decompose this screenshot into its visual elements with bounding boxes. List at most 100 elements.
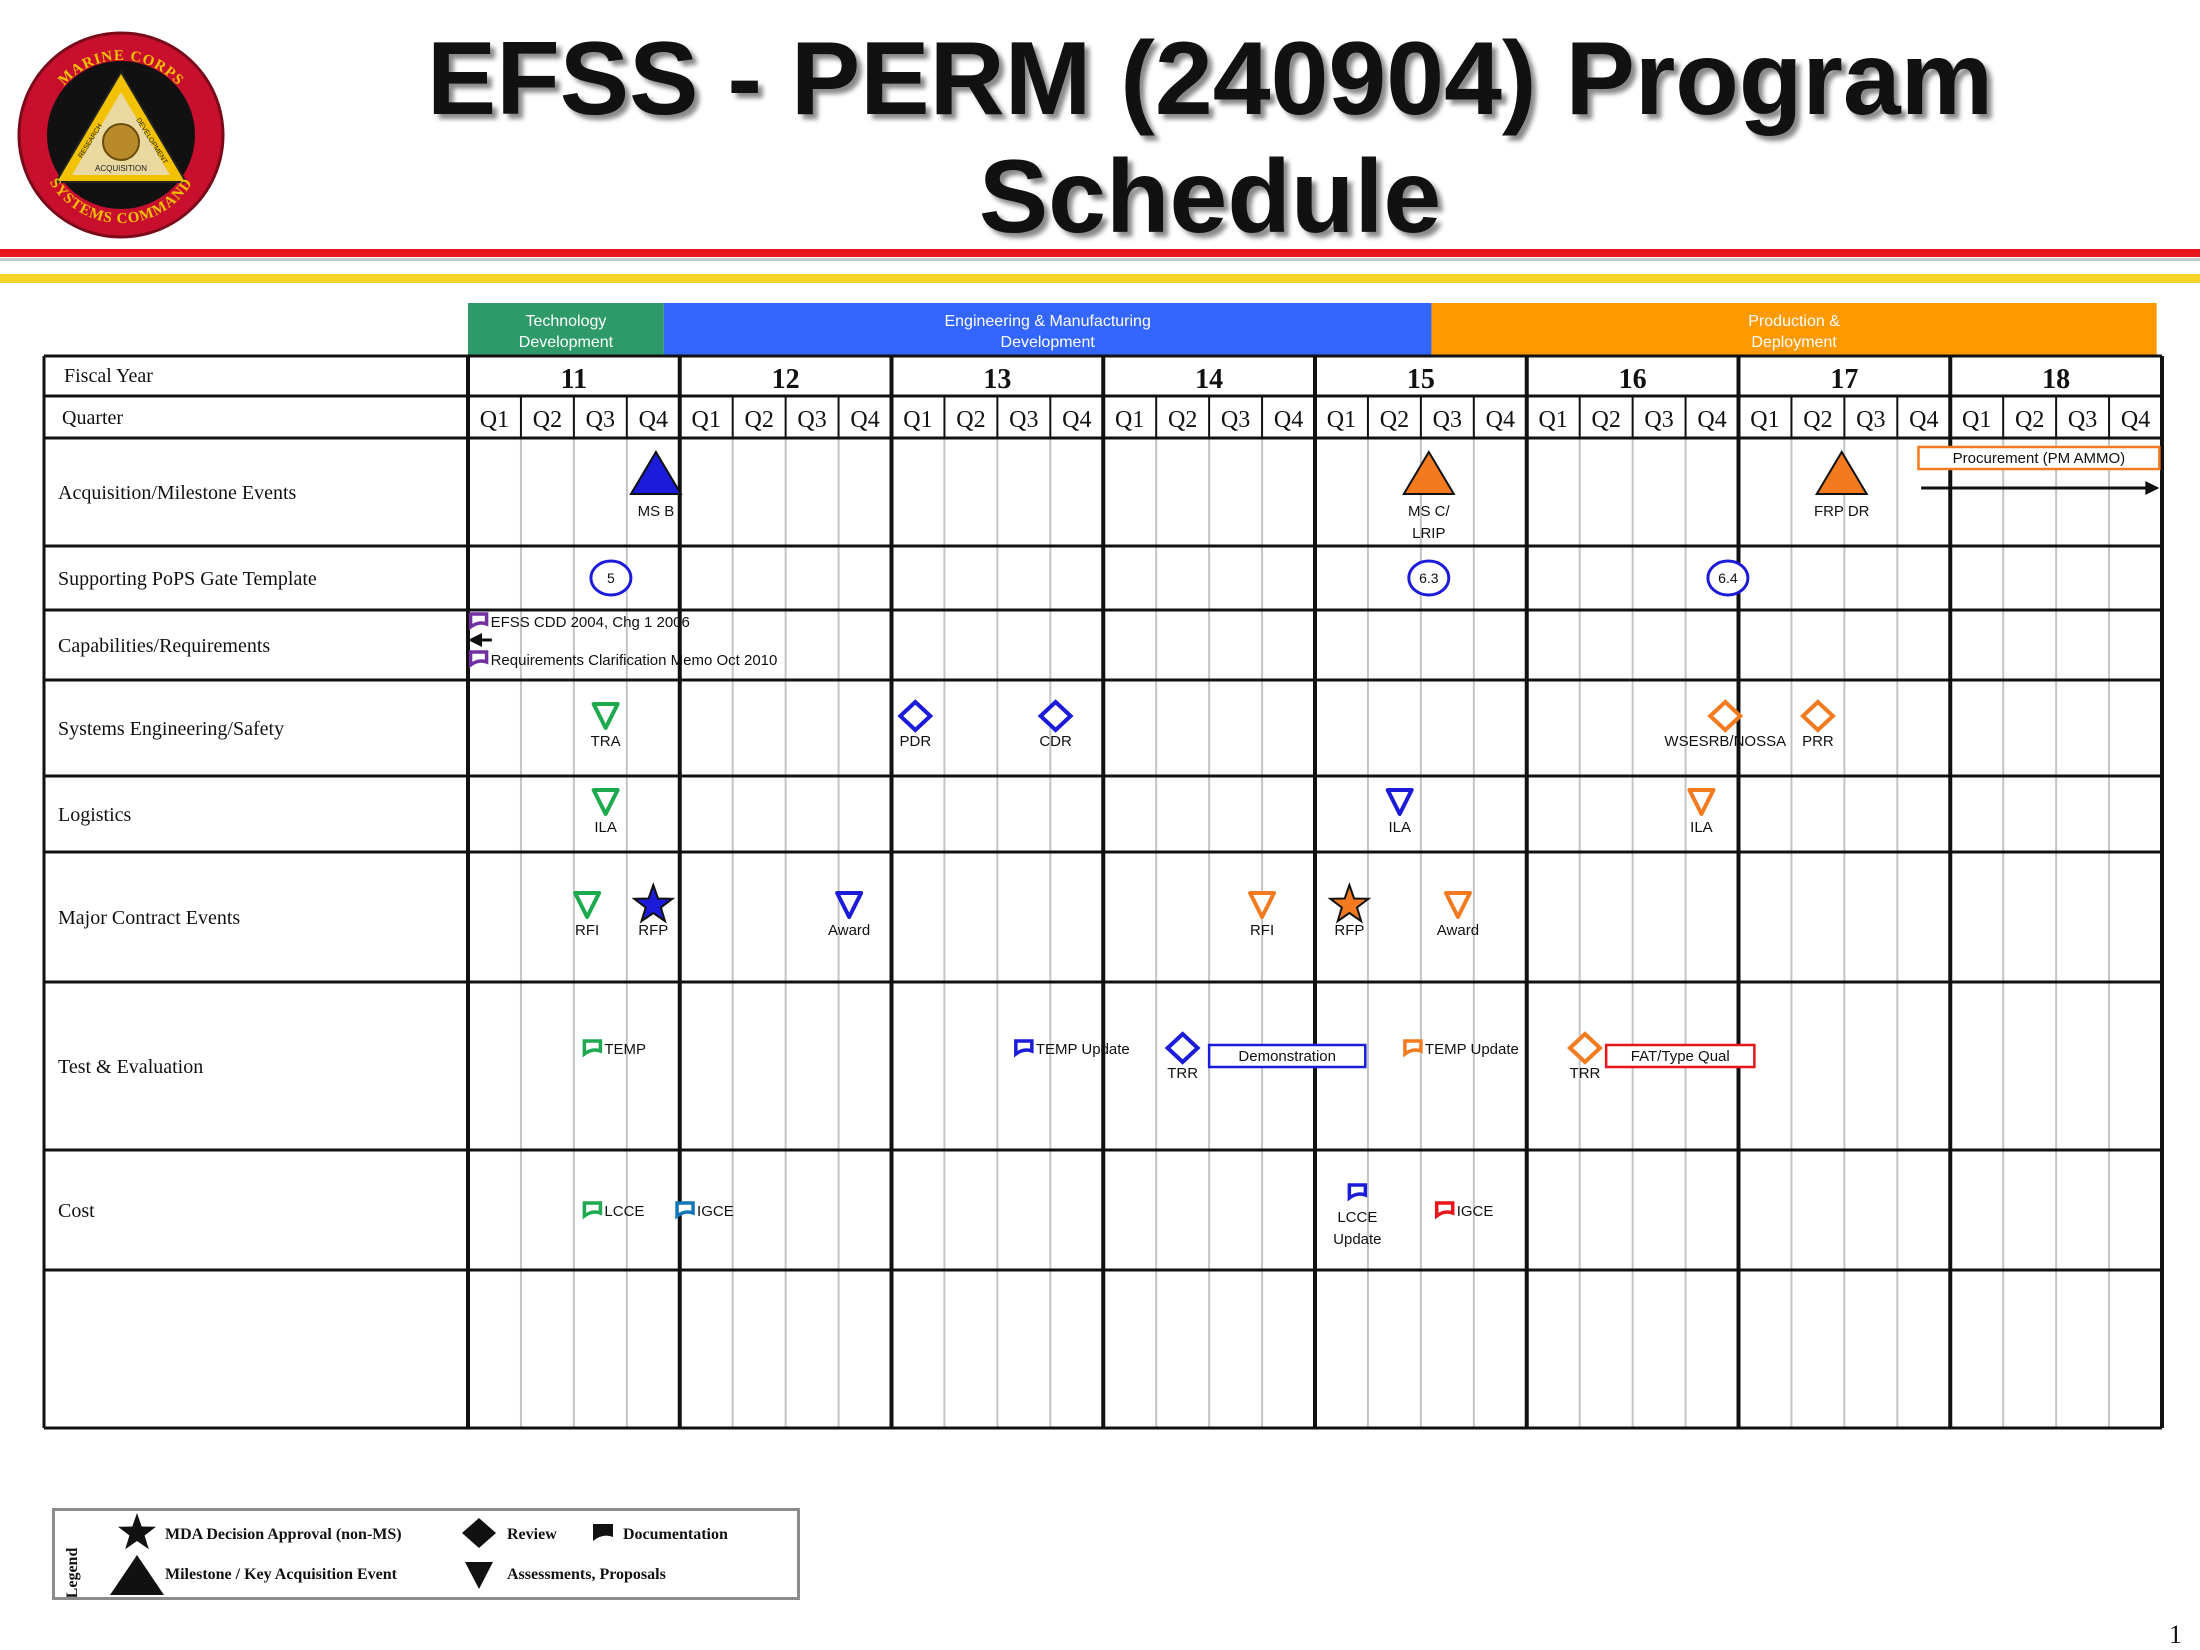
legend-assessment-icon (465, 1562, 493, 1589)
documentation-icon (582, 1201, 603, 1220)
quarter-label: Quarter (62, 407, 123, 429)
event-label: TRR (1570, 1065, 1601, 1082)
assessment-triangle-icon (573, 891, 602, 919)
assessment-triangle-icon (1385, 788, 1414, 816)
phase-label: Development (519, 334, 614, 351)
event-label: RFI (1250, 922, 1274, 939)
title-line-2: Schedule (978, 139, 1442, 255)
fiscal-year-14: 14 (1195, 364, 1223, 395)
legend-documentation-icon (593, 1524, 613, 1541)
event-label: TEMP Update (1425, 1041, 1519, 1058)
pops-gate-number: 6.4 (1718, 570, 1738, 586)
legend-diamond-icon (462, 1518, 496, 1548)
quarter-header: Q2 (1380, 407, 1409, 433)
quarter-header: Q1 (903, 407, 932, 433)
quarter-header: Q1 (1115, 407, 1144, 433)
quarter-header: Q4 (1697, 407, 1726, 433)
pops-gate-number: 6.3 (1419, 570, 1439, 586)
activity-bar (1604, 1043, 1756, 1069)
assessment-triangle-icon (1443, 891, 1472, 919)
mda-star-icon (631, 881, 676, 924)
quarter-header: Q3 (1009, 407, 1038, 433)
row-label: Acquisition/Milestone Events (58, 482, 297, 504)
quarter-header: Q2 (2015, 407, 2044, 433)
documentation-icon (582, 1039, 603, 1058)
quarter-header: Q3 (586, 407, 615, 433)
assessment-triangle-icon (591, 702, 620, 730)
documentation-icon (1403, 1039, 1423, 1058)
event-label: WSESRB/NOSSA (1664, 733, 1786, 750)
quarter-header: Q1 (1962, 407, 1991, 433)
fiscal-year-16: 16 (1619, 364, 1647, 395)
event-label: TRA (591, 733, 621, 750)
fiscal-year-12: 12 (772, 364, 800, 395)
legend-item-label: Assessments, Proposals (507, 1566, 666, 1583)
pops-gate-circle-icon (589, 559, 633, 597)
pops-gate-number: 5 (607, 570, 615, 586)
svg-text:ACQUISITION: ACQUISITION (95, 164, 147, 173)
quarter-header: Q4 (1486, 407, 1515, 433)
legend-graphics: Legend MDA Decision Approval (non-MS) Revi… (64, 1513, 728, 1598)
activity-label: Procurement (PM AMMO) (1953, 450, 2126, 467)
quarter-header: Q3 (1856, 407, 1885, 433)
event-label: LCCE (604, 1203, 644, 1220)
row-label: Supporting PoPS Gate Template (58, 568, 317, 590)
activity-bar (1917, 445, 2161, 471)
legend-box: Legend MDA Decision Approval (non-MS) Revi… (52, 1508, 800, 1600)
event-label: IGCE (1457, 1203, 1494, 1220)
legend-star-icon (118, 1513, 156, 1550)
event-label: FRP DR (1814, 503, 1870, 520)
arrow-right-icon (2145, 481, 2160, 495)
activity-bar (1207, 1043, 1367, 1069)
title-line-1: EFSS - PERM (240904) Program (426, 21, 1994, 137)
quarter-header: Q2 (1591, 407, 1620, 433)
fiscal-year-13: 13 (983, 364, 1011, 395)
review-diamond-icon (897, 699, 934, 733)
event-label: ILA (1388, 819, 1411, 836)
quarter-header: Q1 (1750, 407, 1779, 433)
quarter-header: Q2 (1803, 407, 1832, 433)
phase-band (663, 303, 1432, 355)
quarter-header: Q1 (1539, 407, 1568, 433)
fiscal-year-11: 11 (561, 364, 587, 395)
header-gray-rule (0, 258, 2200, 261)
quarter-header: Q1 (692, 407, 721, 433)
phase-band (468, 303, 664, 355)
legend-title: Legend (64, 1548, 81, 1597)
quarter-header: Q1 (480, 407, 509, 433)
quarter-header: Q3 (2068, 407, 2097, 433)
event-label: TEMP (604, 1041, 646, 1058)
row-label: Logistics (58, 804, 132, 826)
program-schedule-chart: Technology Development Engineering & Manuf… (42, 303, 2164, 1430)
phase-label: Engineering & Manufacturing (944, 313, 1150, 330)
event-label: RFI (575, 922, 599, 939)
arrow-left-icon (468, 633, 482, 647)
event-label: RFP (1334, 922, 1364, 939)
quarter-header: Q4 (2121, 407, 2150, 433)
documentation-icon (468, 612, 489, 631)
phase-label: Production & (1748, 313, 1840, 330)
row-label: Test & Evaluation (58, 1056, 203, 1078)
quarter-header: Q2 (1168, 407, 1197, 433)
pops-gate-circle-icon (1706, 559, 1750, 597)
documentation-icon (1347, 1183, 1368, 1202)
fiscal-year-label: Fiscal Year (64, 365, 153, 387)
row-label: Cost (58, 1200, 95, 1222)
activity-label: FAT/Type Qual (1631, 1048, 1730, 1065)
event-label: PDR (899, 733, 931, 750)
legend-milestone-icon (110, 1555, 164, 1595)
quarter-header: Q4 (1062, 407, 1091, 433)
event-label: LRIP (1412, 525, 1445, 542)
header-red-rule (0, 249, 2200, 257)
assessment-triangle-icon (835, 891, 864, 919)
assessment-triangle-icon (1687, 788, 1716, 816)
legend-item-label: Milestone / Key Acquisition Event (165, 1566, 398, 1583)
event-label: RFP (638, 922, 668, 939)
milestone-triangle-icon (629, 450, 683, 495)
phase-label: Development (1001, 334, 1096, 351)
quarter-header: Q2 (533, 407, 562, 433)
quarter-header: Q3 (797, 407, 826, 433)
quarter-header: Q1 (1327, 407, 1356, 433)
quarter-header: Q4 (1274, 407, 1303, 433)
quarter-header: Q3 (1221, 407, 1250, 433)
